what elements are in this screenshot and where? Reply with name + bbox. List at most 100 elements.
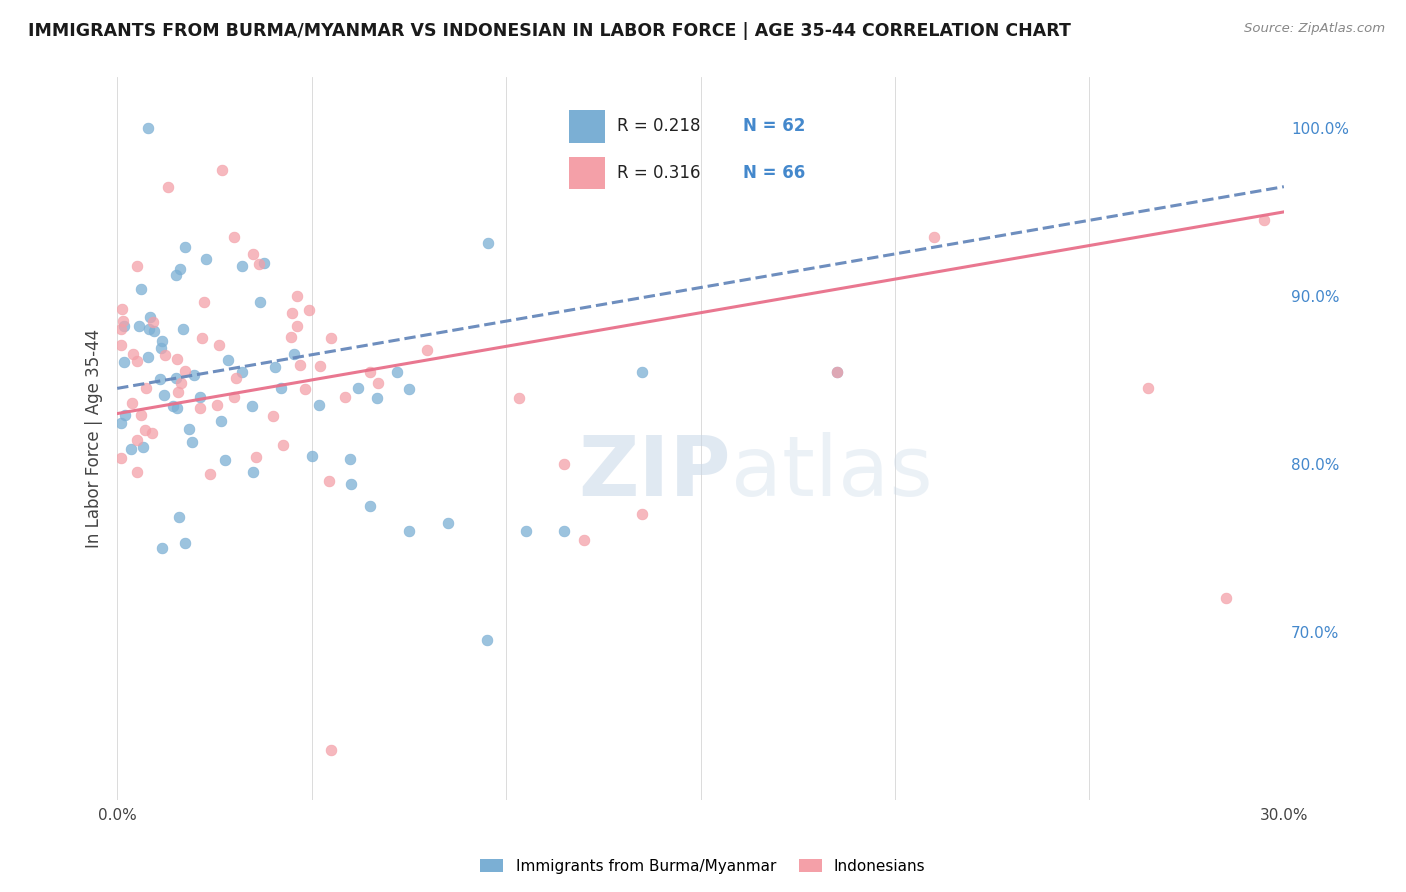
Point bbox=[174, 364, 197, 378]
Point bbox=[152, 541, 174, 555]
Point bbox=[301, 449, 323, 463]
Point bbox=[271, 438, 294, 452]
Point bbox=[515, 524, 537, 539]
Point bbox=[249, 294, 271, 309]
Point bbox=[253, 256, 276, 270]
Point bbox=[125, 259, 148, 273]
Point bbox=[129, 282, 152, 296]
Point bbox=[553, 457, 575, 471]
Point bbox=[173, 535, 195, 549]
Text: atlas: atlas bbox=[731, 433, 932, 513]
Point bbox=[347, 381, 370, 395]
Point bbox=[181, 434, 204, 449]
Legend: Immigrants from Burma/Myanmar, Indonesians: Immigrants from Burma/Myanmar, Indonesia… bbox=[474, 853, 932, 880]
Point bbox=[264, 359, 287, 374]
Point bbox=[179, 422, 201, 436]
Point bbox=[156, 179, 179, 194]
Text: R = 0.316: R = 0.316 bbox=[616, 164, 700, 182]
Point bbox=[110, 322, 132, 336]
Point bbox=[142, 315, 165, 329]
Point bbox=[475, 633, 498, 648]
Point bbox=[150, 334, 173, 348]
Point bbox=[508, 391, 530, 405]
Point bbox=[280, 330, 302, 344]
Point bbox=[318, 475, 340, 489]
Point bbox=[127, 465, 149, 479]
Point bbox=[340, 476, 363, 491]
Point bbox=[240, 399, 263, 413]
Point bbox=[367, 376, 389, 390]
Point bbox=[359, 365, 381, 379]
Point bbox=[211, 162, 233, 177]
Point bbox=[205, 398, 228, 412]
Point bbox=[134, 423, 156, 437]
Point bbox=[270, 381, 292, 395]
Point bbox=[242, 466, 264, 480]
Point bbox=[193, 295, 215, 310]
Point bbox=[1136, 381, 1159, 395]
Point bbox=[288, 358, 311, 372]
Point bbox=[242, 247, 264, 261]
Point bbox=[209, 414, 232, 428]
Point bbox=[112, 313, 135, 327]
Point bbox=[308, 398, 330, 412]
Point bbox=[129, 408, 152, 422]
Point bbox=[173, 240, 195, 254]
Point bbox=[298, 302, 321, 317]
Point bbox=[477, 236, 499, 251]
Point bbox=[825, 365, 848, 379]
Point bbox=[416, 343, 439, 357]
Point bbox=[1253, 213, 1275, 227]
Text: ZIP: ZIP bbox=[579, 433, 731, 513]
Point bbox=[141, 425, 163, 440]
Bar bbox=[569, 111, 606, 143]
Y-axis label: In Labor Force | Age 35-44: In Labor Force | Age 35-44 bbox=[86, 329, 103, 549]
Point bbox=[231, 259, 253, 273]
Point bbox=[247, 257, 270, 271]
Point bbox=[309, 359, 332, 373]
Point bbox=[398, 524, 420, 539]
Point bbox=[110, 416, 132, 430]
Point bbox=[224, 390, 246, 404]
Point bbox=[631, 508, 654, 522]
Point bbox=[169, 376, 191, 390]
Point bbox=[222, 230, 245, 244]
Text: Source: ZipAtlas.com: Source: ZipAtlas.com bbox=[1244, 22, 1385, 36]
Point bbox=[1215, 591, 1237, 606]
Point bbox=[167, 384, 190, 399]
Point bbox=[319, 331, 342, 345]
Point bbox=[110, 337, 132, 351]
Point bbox=[285, 318, 308, 333]
Point bbox=[162, 399, 184, 413]
Point bbox=[262, 409, 284, 424]
Point bbox=[214, 453, 236, 467]
Text: R = 0.218: R = 0.218 bbox=[616, 118, 700, 136]
Point bbox=[169, 261, 191, 276]
Point bbox=[825, 365, 848, 379]
Point bbox=[112, 355, 135, 369]
Point bbox=[166, 401, 188, 416]
Point bbox=[217, 353, 239, 368]
Point bbox=[572, 533, 595, 547]
Point bbox=[553, 524, 575, 539]
Point bbox=[283, 347, 305, 361]
Point bbox=[110, 451, 132, 466]
Point bbox=[339, 451, 361, 466]
Text: N = 66: N = 66 bbox=[742, 164, 804, 182]
Point bbox=[436, 516, 458, 530]
Point bbox=[150, 341, 173, 355]
Point bbox=[333, 390, 356, 404]
Point bbox=[200, 467, 222, 482]
Point bbox=[183, 368, 205, 382]
Point bbox=[172, 322, 194, 336]
Point bbox=[148, 372, 170, 386]
Bar bbox=[569, 157, 606, 189]
Point bbox=[136, 120, 159, 135]
Point bbox=[231, 365, 253, 379]
Point bbox=[631, 365, 654, 379]
Text: IMMIGRANTS FROM BURMA/MYANMAR VS INDONESIAN IN LABOR FORCE | AGE 35-44 CORRELATI: IMMIGRANTS FROM BURMA/MYANMAR VS INDONES… bbox=[28, 22, 1071, 40]
Point bbox=[366, 391, 388, 405]
Point bbox=[359, 499, 381, 513]
Point bbox=[127, 354, 149, 368]
Text: N = 62: N = 62 bbox=[742, 118, 804, 136]
